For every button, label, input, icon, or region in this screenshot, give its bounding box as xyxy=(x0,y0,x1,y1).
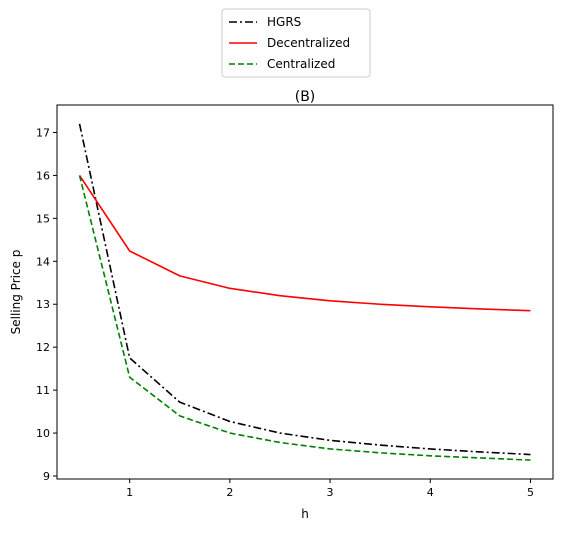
x-axis: 1 2 3 4 5 xyxy=(126,479,534,499)
series-line-centralized xyxy=(78,175,531,461)
plot-frame xyxy=(56,104,554,480)
series-line-hgrs xyxy=(78,123,531,456)
y-axis-label: Selling Price p xyxy=(9,250,23,335)
y-tick-label: 17 xyxy=(36,126,50,139)
legend: HGRS Decentralized Centralized xyxy=(221,8,371,78)
chart-title: (B) xyxy=(295,89,316,105)
x-tick-label: 4 xyxy=(427,486,434,499)
legend-label-centralized: Centralized xyxy=(267,57,335,71)
x-tick-label: 5 xyxy=(527,486,534,499)
y-tick-label: 10 xyxy=(36,427,50,440)
x-axis-label: h xyxy=(301,507,309,521)
y-tick-label: 12 xyxy=(36,341,50,354)
x-tick-label: 2 xyxy=(226,486,233,499)
y-tick-label: 16 xyxy=(36,169,50,182)
y-tick-label: 9 xyxy=(43,470,50,483)
legend-label-decentralized: Decentralized xyxy=(267,36,350,50)
legend-box xyxy=(221,8,371,78)
y-tick-label: 15 xyxy=(36,212,50,225)
x-tick-label: 1 xyxy=(126,486,133,499)
y-axis: 9 10 11 12 13 14 15 16 17 xyxy=(36,126,57,483)
series-layer xyxy=(78,123,531,461)
series-line-decentralized xyxy=(78,174,531,312)
y-tick-label: 11 xyxy=(36,384,50,397)
y-tick-label: 14 xyxy=(36,255,50,268)
y-tick-label: 13 xyxy=(36,298,50,311)
x-tick-label: 3 xyxy=(327,486,334,499)
legend-label-hgrs: HGRS xyxy=(267,15,301,29)
